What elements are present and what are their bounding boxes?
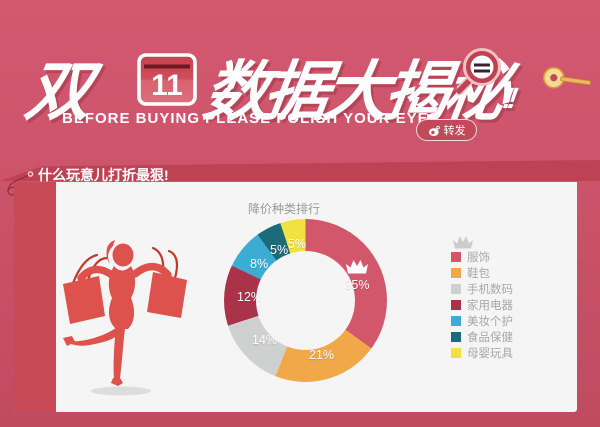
svg-text:11: 11 — [151, 69, 183, 102]
